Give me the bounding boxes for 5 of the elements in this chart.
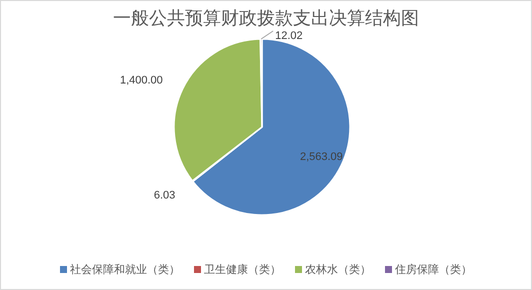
legend-label: 社会保障和就业（类） <box>70 263 180 276</box>
legend-label: 卫生健康（类） <box>204 263 281 276</box>
title: 一般公共预算财政拨款支出决算结构图 <box>113 8 419 28</box>
legend-label: 住房保障（类） <box>395 263 472 276</box>
legend-label: 农林水（类） <box>305 263 371 276</box>
